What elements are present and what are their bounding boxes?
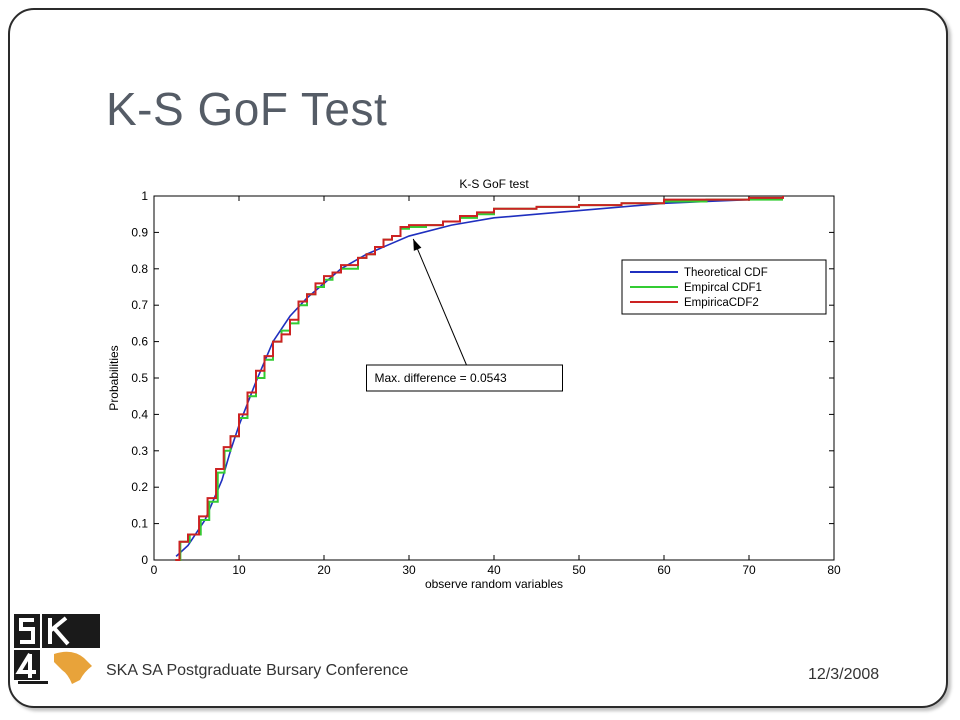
y-tick-label: 0 [141, 553, 148, 567]
x-tick-label: 30 [402, 563, 416, 577]
x-tick-label: 10 [232, 563, 246, 577]
series-line-1 [175, 197, 784, 557]
footer-date: 12/3/2008 [808, 666, 880, 683]
legend-label: Empircal CDF1 [684, 282, 762, 294]
x-tick-label: 80 [827, 563, 841, 577]
x-tick-label: 50 [572, 563, 586, 577]
annotation-box [366, 364, 563, 392]
annotation-arrow-line [412, 238, 467, 366]
y-tick-label: 0.1 [131, 517, 148, 531]
y-tick-label: 0.3 [131, 444, 148, 458]
x-tick-label: 70 [742, 563, 756, 577]
y-tick-label: 0.4 [131, 407, 148, 421]
slide-title: K-S GoF Test [106, 83, 388, 135]
chart-title: K-S GoF test [459, 177, 529, 191]
y-tick-label: 0.7 [131, 298, 148, 312]
x-tick-label: 60 [657, 563, 671, 577]
legend-label: EmpiricaCDF2 [684, 297, 759, 309]
ska-logo [14, 614, 100, 684]
annotation-arrow-head [413, 238, 422, 251]
ks-gof-chart: K-S GoF test 0 10 20 30 40 50 60 70 80 0 0.1 0.2 0.3 0… [107, 177, 841, 591]
y-axis-label: Probabilities [107, 345, 121, 410]
x-tick-label: 0 [151, 563, 158, 577]
y-tick-label: 0.2 [131, 480, 148, 494]
y-tick-label: 0.9 [131, 225, 148, 239]
x-axis-label: observe random variables [425, 577, 563, 591]
x-tick-label: 40 [487, 563, 501, 577]
annotation-text: Max. difference = 0.0543 [375, 371, 508, 385]
x-tick-label: 20 [317, 563, 331, 577]
series-line-3 [175, 196, 784, 561]
legend-label: Theoretical CDF [684, 267, 768, 279]
y-tick-label: 0.6 [131, 335, 148, 349]
y-tick-label: 0.5 [131, 371, 148, 385]
y-tick-label: 0.8 [131, 262, 148, 276]
y-tick-label: 1 [141, 189, 148, 203]
footer-conference: SKA SA Postgraduate Bursary Conference [106, 662, 409, 679]
